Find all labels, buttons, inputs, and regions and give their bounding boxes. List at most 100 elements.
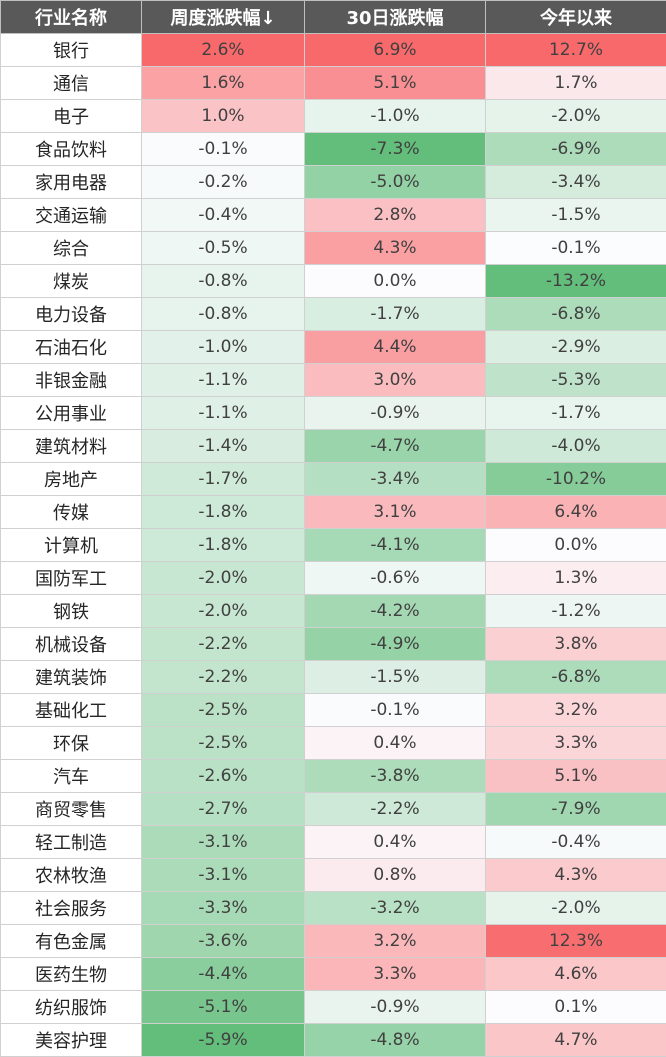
ytd-change-cell: -5.3% bbox=[485, 363, 666, 397]
table-row: 煤炭 -0.8% 0.0% -13.2% bbox=[0, 264, 666, 298]
day30-change-cell: 5.1% bbox=[304, 66, 486, 100]
weekly-change-cell: -3.1% bbox=[141, 858, 305, 892]
table-row: 电子 1.0% -1.0% -2.0% bbox=[0, 99, 666, 133]
header-row: 行业名称 周度涨跌幅↓ 30日涨跌幅 今年以来 bbox=[0, 0, 666, 34]
day30-change-cell: -4.1% bbox=[304, 528, 486, 562]
weekly-change-cell: -1.4% bbox=[141, 429, 305, 463]
header-ytd-change[interactable]: 今年以来 bbox=[485, 0, 666, 34]
day30-change-cell: 3.3% bbox=[304, 957, 486, 991]
ytd-change-cell: 3.8% bbox=[485, 627, 666, 661]
weekly-change-cell: -4.4% bbox=[141, 957, 305, 991]
weekly-change-cell: 1.0% bbox=[141, 99, 305, 133]
weekly-change-cell: 2.6% bbox=[141, 33, 305, 67]
table-row: 通信 1.6% 5.1% 1.7% bbox=[0, 66, 666, 100]
day30-change-cell: 6.9% bbox=[304, 33, 486, 67]
weekly-change-cell: -0.2% bbox=[141, 165, 305, 199]
weekly-change-cell: -3.1% bbox=[141, 825, 305, 859]
day30-change-cell: 2.8% bbox=[304, 198, 486, 232]
weekly-change-cell: -1.8% bbox=[141, 495, 305, 529]
table-row: 计算机 -1.8% -4.1% 0.0% bbox=[0, 528, 666, 562]
industry-name-cell: 食品饮料 bbox=[0, 132, 142, 166]
ytd-change-cell: -0.1% bbox=[485, 231, 666, 265]
table-row: 食品饮料 -0.1% -7.3% -6.9% bbox=[0, 132, 666, 166]
table-row: 国防军工 -2.0% -0.6% 1.3% bbox=[0, 561, 666, 595]
table-row: 房地产 -1.7% -3.4% -10.2% bbox=[0, 462, 666, 496]
table-row: 商贸零售 -2.7% -2.2% -7.9% bbox=[0, 792, 666, 826]
table-row: 美容护理 -5.9% -4.8% 4.7% bbox=[0, 1023, 666, 1057]
industry-name-cell: 有色金属 bbox=[0, 924, 142, 958]
table-row: 钢铁 -2.0% -4.2% -1.2% bbox=[0, 594, 666, 628]
day30-change-cell: -0.9% bbox=[304, 990, 486, 1024]
industry-name-cell: 建筑装饰 bbox=[0, 660, 142, 694]
industry-name-cell: 建筑材料 bbox=[0, 429, 142, 463]
day30-change-cell: -4.7% bbox=[304, 429, 486, 463]
industry-name-cell: 环保 bbox=[0, 726, 142, 760]
table-row: 家用电器 -0.2% -5.0% -3.4% bbox=[0, 165, 666, 199]
weekly-change-cell: -2.5% bbox=[141, 726, 305, 760]
header-industry-name[interactable]: 行业名称 bbox=[0, 0, 142, 34]
day30-change-cell: 0.4% bbox=[304, 825, 486, 859]
weekly-change-cell: -1.7% bbox=[141, 462, 305, 496]
weekly-change-cell: -1.8% bbox=[141, 528, 305, 562]
day30-change-cell: -0.1% bbox=[304, 693, 486, 727]
header-30day-change[interactable]: 30日涨跌幅 bbox=[304, 0, 486, 34]
industry-name-cell: 社会服务 bbox=[0, 891, 142, 925]
industry-name-cell: 计算机 bbox=[0, 528, 142, 562]
ytd-change-cell: -6.8% bbox=[485, 297, 666, 331]
ytd-change-cell: 12.3% bbox=[485, 924, 666, 958]
industry-name-cell: 汽车 bbox=[0, 759, 142, 793]
ytd-change-cell: -2.9% bbox=[485, 330, 666, 364]
day30-change-cell: 4.4% bbox=[304, 330, 486, 364]
industry-name-cell: 银行 bbox=[0, 33, 142, 67]
ytd-change-cell: -13.2% bbox=[485, 264, 666, 298]
day30-change-cell: 0.0% bbox=[304, 264, 486, 298]
ytd-change-cell: 3.2% bbox=[485, 693, 666, 727]
day30-change-cell: -3.2% bbox=[304, 891, 486, 925]
day30-change-cell: 0.4% bbox=[304, 726, 486, 760]
ytd-change-cell: -10.2% bbox=[485, 462, 666, 496]
day30-change-cell: 4.3% bbox=[304, 231, 486, 265]
ytd-change-cell: 0.1% bbox=[485, 990, 666, 1024]
header-weekly-change[interactable]: 周度涨跌幅↓ bbox=[141, 0, 305, 34]
ytd-change-cell: -7.9% bbox=[485, 792, 666, 826]
table-row: 建筑装饰 -2.2% -1.5% -6.8% bbox=[0, 660, 666, 694]
day30-change-cell: 0.8% bbox=[304, 858, 486, 892]
table-row: 汽车 -2.6% -3.8% 5.1% bbox=[0, 759, 666, 793]
day30-change-cell: -2.2% bbox=[304, 792, 486, 826]
table-row: 社会服务 -3.3% -3.2% -2.0% bbox=[0, 891, 666, 925]
industry-name-cell: 煤炭 bbox=[0, 264, 142, 298]
day30-change-cell: 3.0% bbox=[304, 363, 486, 397]
day30-change-cell: -4.9% bbox=[304, 627, 486, 661]
weekly-change-cell: -2.0% bbox=[141, 561, 305, 595]
day30-change-cell: -1.7% bbox=[304, 297, 486, 331]
weekly-change-cell: -0.8% bbox=[141, 264, 305, 298]
weekly-change-cell: -2.7% bbox=[141, 792, 305, 826]
weekly-change-cell: -1.1% bbox=[141, 363, 305, 397]
weekly-change-cell: -5.9% bbox=[141, 1023, 305, 1057]
ytd-change-cell: -3.4% bbox=[485, 165, 666, 199]
day30-change-cell: -3.4% bbox=[304, 462, 486, 496]
weekly-change-cell: -2.2% bbox=[141, 660, 305, 694]
table-row: 传媒 -1.8% 3.1% 6.4% bbox=[0, 495, 666, 529]
industry-name-cell: 钢铁 bbox=[0, 594, 142, 628]
ytd-change-cell: -1.2% bbox=[485, 594, 666, 628]
ytd-change-cell: 1.7% bbox=[485, 66, 666, 100]
day30-change-cell: -0.6% bbox=[304, 561, 486, 595]
weekly-change-cell: -0.5% bbox=[141, 231, 305, 265]
day30-change-cell: -1.5% bbox=[304, 660, 486, 694]
industry-name-cell: 公用事业 bbox=[0, 396, 142, 430]
industry-name-cell: 农林牧渔 bbox=[0, 858, 142, 892]
table-row: 非银金融 -1.1% 3.0% -5.3% bbox=[0, 363, 666, 397]
table-row: 有色金属 -3.6% 3.2% 12.3% bbox=[0, 924, 666, 958]
day30-change-cell: 3.1% bbox=[304, 495, 486, 529]
industry-name-cell: 传媒 bbox=[0, 495, 142, 529]
day30-change-cell: -7.3% bbox=[304, 132, 486, 166]
ytd-change-cell: 4.3% bbox=[485, 858, 666, 892]
day30-change-cell: -4.8% bbox=[304, 1023, 486, 1057]
weekly-change-cell: -2.5% bbox=[141, 693, 305, 727]
industry-name-cell: 轻工制造 bbox=[0, 825, 142, 859]
table-row: 银行 2.6% 6.9% 12.7% bbox=[0, 33, 666, 67]
ytd-change-cell: -2.0% bbox=[485, 891, 666, 925]
ytd-change-cell: -1.7% bbox=[485, 396, 666, 430]
industry-name-cell: 通信 bbox=[0, 66, 142, 100]
